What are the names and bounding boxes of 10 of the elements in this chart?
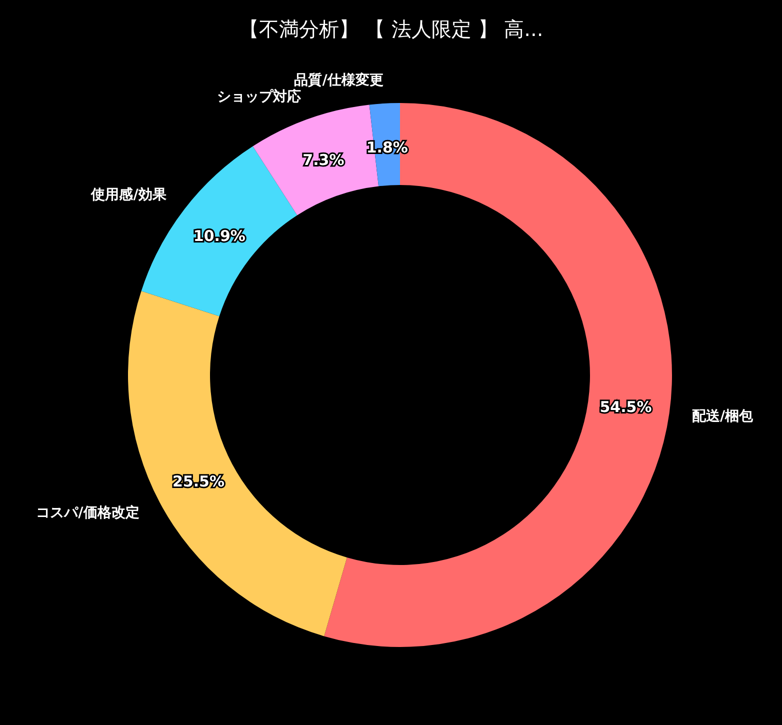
- slice-label: 使用感/効果: [90, 186, 168, 203]
- slice-label: 配送/梱包: [692, 408, 754, 425]
- data-label: 10.9%: [193, 226, 246, 245]
- slice-label: コスパ/価格改定: [36, 504, 140, 522]
- data-label: 7.3%: [302, 151, 344, 170]
- slice-label: ショップ対応: [216, 88, 301, 106]
- data-label: 54.5%: [600, 398, 652, 416]
- data-label: 25.5%: [172, 472, 225, 491]
- chart-title: 【不満分析】 【 法人限定 】 高...: [238, 17, 544, 41]
- slice-label: 品質/仕様変更: [294, 71, 384, 88]
